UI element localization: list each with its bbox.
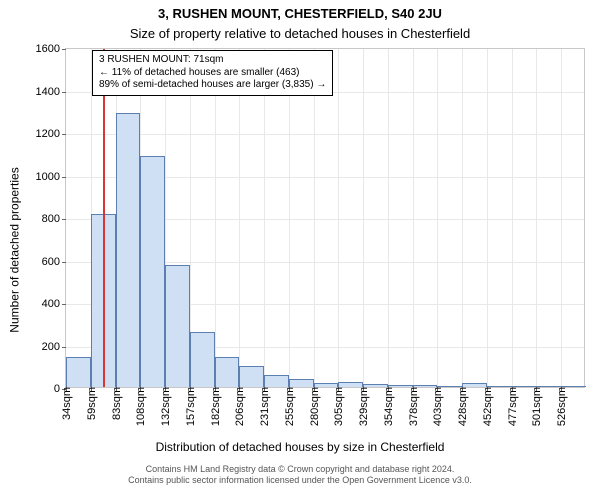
gridline-vertical [487, 49, 488, 387]
y-axis-label-text: Number of detached properties [8, 167, 22, 332]
ytick-label: 600 [42, 256, 66, 268]
ytick-label: 800 [42, 213, 66, 225]
x-axis-label-text: Distribution of detached houses by size … [156, 440, 445, 454]
xtick-label: 378sqm [406, 387, 420, 426]
supertitle-text: 3, RUSHEN MOUNT, CHESTERFIELD, S40 2JU [158, 6, 442, 21]
xtick-label: 354sqm [381, 387, 395, 426]
gridline-vertical [536, 49, 537, 387]
xtick-label: 280sqm [307, 387, 321, 426]
y-axis-label: Number of detached properties [6, 0, 24, 500]
xtick-label: 59sqm [84, 387, 98, 420]
xtick-label: 132sqm [158, 387, 172, 426]
histogram-bar [140, 156, 165, 387]
gridline-vertical [413, 49, 414, 387]
gridline-vertical [462, 49, 463, 387]
xtick-label: 206sqm [232, 387, 246, 426]
xtick-label: 305sqm [331, 387, 345, 426]
xtick-label: 108sqm [133, 387, 147, 426]
xtick-label: 329sqm [356, 387, 370, 426]
gridline-vertical [338, 49, 339, 387]
histogram-bar [239, 366, 264, 387]
ytick-label: 400 [42, 298, 66, 310]
gridline-vertical [388, 49, 389, 387]
annotation-line-2: ← 11% of detached houses are smaller (46… [99, 67, 326, 80]
xtick-label: 403sqm [430, 387, 444, 426]
annotation-line-3: 89% of semi-detached houses are larger (… [99, 79, 326, 92]
xtick-label: 452sqm [480, 387, 494, 426]
ytick-label: 1200 [36, 128, 66, 140]
histogram-bar [116, 113, 141, 387]
xtick-label: 477sqm [505, 387, 519, 426]
gridline-vertical [239, 49, 240, 387]
xtick-label: 428sqm [455, 387, 469, 426]
gridline-vertical [289, 49, 290, 387]
gridline-horizontal [66, 134, 584, 135]
gridline-vertical [314, 49, 315, 387]
footer-line-1: Contains HM Land Registry data © Crown c… [0, 464, 600, 475]
x-axis-label: Distribution of detached houses by size … [0, 440, 600, 454]
ytick-label: 1400 [36, 86, 66, 98]
xtick-label: 83sqm [109, 387, 123, 420]
xtick-label: 182sqm [208, 387, 222, 426]
xtick-label: 157sqm [183, 387, 197, 426]
xtick-label: 34sqm [59, 387, 73, 420]
gridline-vertical [512, 49, 513, 387]
histogram-bar [215, 357, 240, 387]
ytick-label: 200 [42, 341, 66, 353]
annotation-line-1: 3 RUSHEN MOUNT: 71sqm [99, 54, 326, 67]
gridline-vertical [264, 49, 265, 387]
ytick-label: 1600 [36, 43, 66, 55]
footer-line-2: Contains public sector information licen… [0, 475, 600, 486]
histogram-bar [66, 357, 91, 387]
xtick-label: 501sqm [529, 387, 543, 426]
gridline-vertical [437, 49, 438, 387]
title-text: Size of property relative to detached ho… [130, 26, 470, 41]
histogram-bar [165, 265, 190, 387]
marker-line [103, 49, 105, 387]
footer-attribution: Contains HM Land Registry data © Crown c… [0, 464, 600, 487]
xtick-label: 255sqm [282, 387, 296, 426]
gridline-vertical [363, 49, 364, 387]
ytick-label: 1000 [36, 171, 66, 183]
histogram-bar [264, 375, 289, 387]
histogram-bar [289, 379, 314, 388]
gridline-vertical [215, 49, 216, 387]
chart-title: Size of property relative to detached ho… [0, 26, 600, 41]
gridline-vertical [561, 49, 562, 387]
xtick-label: 231sqm [257, 387, 271, 426]
chart-supertitle: 3, RUSHEN MOUNT, CHESTERFIELD, S40 2JU [0, 6, 600, 21]
plot-area: 0200400600800100012001400160034sqm59sqm8… [65, 48, 585, 388]
histogram-bar [190, 332, 215, 387]
xtick-label: 526sqm [554, 387, 568, 426]
annotation-box: 3 RUSHEN MOUNT: 71sqm ← 11% of detached … [92, 50, 333, 96]
